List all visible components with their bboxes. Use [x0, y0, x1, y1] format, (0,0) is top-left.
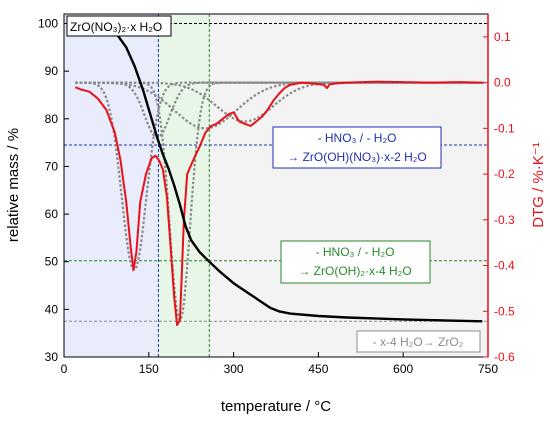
annotation-text: ZrO(NO₃)₂·x H₂O [70, 20, 162, 34]
mass-series [75, 22, 483, 323]
annotation-text: - HNO₃ / - H₂O [316, 245, 395, 259]
y-right-tick-label: 0.0 [494, 76, 511, 90]
y-left-tick-label: 70 [45, 159, 59, 173]
annotation-text: → ZrO(OH)₂·x-4 H₂O [298, 264, 411, 278]
annotation-step2: - HNO₃ / - H₂O → ZrO(OH)₂·x-4 H₂O [280, 240, 431, 284]
y-left-tick-label: 80 [45, 112, 59, 126]
y-left-tick-label: 90 [45, 64, 59, 78]
annotation-text: - x-4 H₂O→ ZrO₂ [373, 335, 464, 349]
x-tick-label: 450 [308, 362, 328, 376]
x-axis-label: temperature / °C [221, 398, 331, 415]
dtg-series [74, 80, 483, 326]
annotation-box [356, 330, 481, 353]
mass-line [75, 22, 483, 323]
annotation-text: - HNO₃ / - H₂O [318, 131, 397, 145]
y-right-tick-label: -0.4 [494, 259, 515, 273]
annotation-box [280, 240, 431, 284]
y-right-tick-label: -0.5 [494, 304, 515, 318]
y-right-tick-label: -0.3 [494, 213, 515, 227]
dtg-line [74, 80, 483, 326]
y-left-tick-label: 50 [45, 255, 59, 269]
annotation-start: ZrO(NO₃)₂·x H₂O [66, 15, 172, 37]
y-right-axis-label: DTG / %·K⁻¹ [530, 142, 547, 227]
y-right-tick-label: -0.2 [494, 167, 515, 181]
y-left-axis-label: relative mass / % [5, 128, 22, 242]
x-tick-label: 750 [478, 362, 498, 376]
x-tick-label: 600 [393, 362, 413, 376]
x-tick-label: 300 [224, 362, 244, 376]
y-right-tick-label: -0.1 [494, 121, 515, 135]
annotation-text: → ZrO(OH)(NO₃)·x-2 H₂O [287, 150, 427, 164]
annotation-boxes: ZrO(NO₃)₂·x H₂O - HNO₃ / - H₂O → ZrO(OH)(N… [66, 15, 481, 353]
annotation-box [66, 15, 172, 37]
y-left-tick-label: 30 [45, 350, 59, 364]
y-left-tick-label: 100 [38, 17, 58, 31]
x-axis: 0 150 300 450 600 750 [61, 352, 498, 376]
y-left-tick-label: 60 [45, 207, 59, 221]
x-tick-label: 0 [61, 362, 68, 376]
y-right-tick-label: 0.1 [494, 30, 511, 44]
region-3 [209, 14, 489, 357]
annotation-box [272, 126, 442, 169]
y-left-axis: 30 40 50 60 70 80 90 100 [38, 17, 69, 364]
annotation-step3: - x-4 H₂O→ ZrO₂ [356, 330, 481, 353]
annotation-step1: - HNO₃ / - H₂O → ZrO(OH)(NO₃)·x-2 H₂O [272, 126, 442, 169]
y-right-tick-label: -0.6 [494, 350, 515, 364]
y-right-axis: -0.6 -0.5 -0.4 -0.3 -0.2 -0.1 0.0 0.1 [483, 14, 515, 364]
x-tick-label: 150 [139, 362, 159, 376]
y-left-tick-label: 40 [45, 302, 59, 316]
region-shading [64, 14, 489, 357]
